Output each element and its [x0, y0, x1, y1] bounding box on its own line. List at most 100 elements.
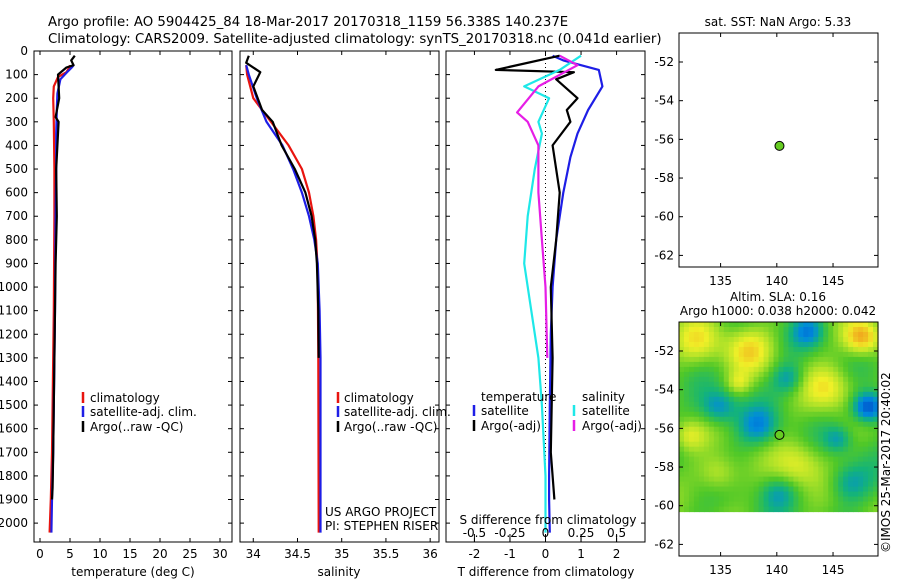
sla-heat-cell	[818, 421, 824, 428]
sla-heat-cell	[743, 491, 750, 498]
sla-heat-cell	[703, 336, 710, 343]
sla-heat-cell	[798, 401, 804, 408]
sla-heat-cell	[858, 446, 864, 453]
sla-heat-cell	[738, 351, 745, 358]
sla-heat-cell	[679, 451, 685, 458]
sla-heat-cell	[703, 326, 710, 333]
diff-xlabel: T difference from climatology	[457, 565, 635, 579]
sla-heat-cell	[738, 476, 745, 483]
sla-heat-cell	[823, 471, 829, 478]
sla-heat-cell	[723, 506, 730, 513]
sla-heat-cell	[863, 421, 869, 428]
sla-heat-cell	[863, 326, 869, 333]
sla-heat-cell	[688, 416, 695, 423]
sla-heat-cell	[733, 386, 740, 393]
sla-heat-cell	[693, 506, 700, 513]
sla-heat-cell	[698, 391, 705, 398]
sla-heat-cell	[873, 371, 879, 378]
sla-heat-cell	[763, 496, 770, 503]
temp-panel	[33, 50, 233, 543]
sla-heat-cell	[683, 336, 690, 343]
sla-heat-cell	[788, 346, 795, 353]
sla-heat-cell	[813, 436, 819, 443]
sla-heat-cell	[748, 506, 755, 513]
sla-heat-cell	[713, 456, 720, 463]
sla-heat-cell	[858, 346, 864, 353]
sla-heat-cell	[848, 371, 854, 378]
sla-heat-cell	[768, 376, 775, 383]
temp-ytick-label: 700	[5, 209, 28, 223]
sla-heat-cell	[803, 441, 809, 448]
sla-heat-cell	[858, 481, 864, 488]
sla-heat-cell	[753, 461, 760, 468]
sla-heat-cell	[823, 456, 829, 463]
temp-ytick-label: 100	[5, 68, 28, 82]
sla-heat-cell	[773, 376, 780, 383]
sla-heat-cell	[718, 481, 725, 488]
sla-heat-cell	[828, 351, 834, 358]
sla-heat-cell	[723, 391, 730, 398]
sla-heat-cell	[808, 456, 814, 463]
sla-heat-cell	[748, 366, 755, 373]
sla-heat-cell	[693, 331, 700, 338]
sla-heat-cell	[783, 336, 790, 343]
sla-heat-cell	[693, 416, 700, 423]
sla-heat-cell	[858, 371, 864, 378]
sla-heat-cell	[798, 451, 804, 458]
sla-heat-cell	[683, 431, 690, 438]
sla-heat-cell	[813, 446, 819, 453]
sla-heat-cell	[763, 411, 770, 418]
sla-heat-cell	[828, 471, 834, 478]
sla-heat-cell	[773, 356, 780, 363]
sla-heat-cell	[823, 506, 829, 513]
sla-heat-cell	[783, 371, 790, 378]
sla-heat-cell	[843, 351, 849, 358]
sla-heat-cell	[808, 501, 814, 508]
sla-heat-cell	[793, 336, 799, 343]
sla-heat-cell	[823, 426, 829, 433]
sla-heat-cell	[818, 451, 824, 458]
sla-heat-cell	[693, 401, 700, 408]
sla-heat-cell	[679, 336, 685, 343]
diff-stick-label: 0.5	[607, 526, 626, 540]
sla-heat-cell	[733, 476, 740, 483]
sla-heat-cell	[808, 441, 814, 448]
sla-heat-cell	[798, 466, 804, 473]
sla-heat-cell	[708, 396, 715, 403]
sla-heat-cell	[858, 356, 864, 363]
sla-heat-cell	[803, 396, 809, 403]
sla-heat-cell	[738, 361, 745, 368]
sla-heat-cell	[679, 461, 685, 468]
sla-heat-cell	[788, 481, 795, 488]
sla-heat-cell	[773, 501, 780, 508]
sla-heat-cell	[818, 446, 824, 453]
sla-heat-cell	[813, 411, 819, 418]
sla-heat-cell	[738, 391, 745, 398]
sla-heat-cell	[753, 386, 760, 393]
sla-heat-cell	[803, 421, 809, 428]
sla-heat-cell	[723, 426, 730, 433]
sla-heat-cell	[838, 506, 844, 513]
sla-heat-cell	[713, 446, 720, 453]
sla-heat-cell	[718, 341, 725, 348]
sla-heat-cell	[758, 391, 765, 398]
sla-heat-cell	[738, 366, 745, 373]
sla-heat-cell	[868, 341, 874, 348]
sla-heat-cell	[723, 396, 730, 403]
sla-heat-cell	[698, 456, 705, 463]
sla-heat-cell	[783, 421, 790, 428]
sla-heat-cell	[758, 346, 765, 353]
sla-heat-cell	[713, 481, 720, 488]
sla-heat-cell	[823, 336, 829, 343]
sla-heat-cell	[838, 486, 844, 493]
sla-heat-cell	[683, 426, 690, 433]
sla-heat-cell	[773, 486, 780, 493]
sla-heat-cell	[843, 346, 849, 353]
sst-map-panel	[678, 32, 879, 268]
sla-heat-cell	[773, 436, 780, 443]
sla-heat-cell	[688, 336, 695, 343]
sla-heat-cell	[813, 361, 819, 368]
sla-heat-cell	[693, 381, 700, 388]
sla-heat-cell	[863, 416, 869, 423]
sla-heat-cell	[803, 456, 809, 463]
